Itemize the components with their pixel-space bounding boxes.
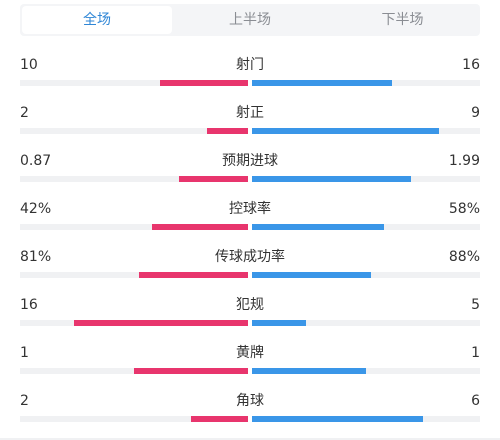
- home-bar: [206, 128, 248, 134]
- away-bar: [252, 128, 439, 134]
- home-bar-track: [20, 224, 248, 230]
- away-value: 16: [462, 57, 480, 73]
- home-bar-track: [20, 80, 248, 86]
- home-value: 81%: [20, 249, 52, 265]
- stat-row: 2 角球 6: [0, 392, 500, 440]
- home-bar: [178, 176, 248, 182]
- away-value: 6: [471, 393, 480, 409]
- home-bar: [138, 272, 248, 278]
- home-bar: [152, 224, 248, 230]
- home-bar: [160, 80, 248, 86]
- stat-row: 16 犯规 5: [0, 296, 500, 344]
- tab-first-half[interactable]: 上半场: [229, 12, 271, 28]
- stat-label: 预期进球: [222, 153, 278, 169]
- home-bar: [191, 416, 248, 422]
- tab-full-match[interactable]: 全场: [22, 6, 172, 34]
- home-bar-track: [20, 368, 248, 374]
- home-value: 0.87: [20, 153, 52, 169]
- stat-label: 角球: [236, 393, 264, 409]
- away-bar-track: [252, 416, 480, 422]
- home-value: 1: [20, 345, 29, 361]
- home-value: 10: [20, 57, 38, 73]
- home-bar: [134, 368, 248, 374]
- away-value: 9: [471, 105, 480, 121]
- stat-label: 控球率: [229, 201, 271, 217]
- home-bar-track: [20, 176, 248, 182]
- stat-row: 1 黄牌 1: [0, 344, 500, 392]
- home-value: 2: [20, 393, 29, 409]
- home-value: 42%: [20, 201, 52, 217]
- stat-label: 黄牌: [236, 345, 264, 361]
- away-bar: [252, 416, 423, 422]
- home-value: 16: [20, 297, 38, 313]
- home-bar: [74, 320, 248, 326]
- away-bar-track: [252, 368, 480, 374]
- away-value: 58%: [448, 201, 480, 217]
- away-value: 1: [471, 345, 480, 361]
- stat-label: 射正: [236, 105, 264, 121]
- stat-label: 射门: [236, 57, 264, 73]
- away-bar: [252, 176, 411, 182]
- away-bar-track: [252, 224, 480, 230]
- away-bar-track: [252, 80, 480, 86]
- stat-row: 0.87 预期进球 1.99: [0, 152, 500, 200]
- away-bar: [252, 80, 393, 86]
- stat-row: 2 射正 9: [0, 104, 500, 152]
- away-bar: [252, 224, 385, 230]
- away-bar-track: [252, 128, 480, 134]
- stat-label: 犯规: [236, 297, 264, 313]
- away-bar-track: [252, 272, 480, 278]
- away-bar: [252, 368, 366, 374]
- home-bar-track: [20, 320, 248, 326]
- away-value: 88%: [448, 249, 480, 265]
- home-bar-track: [20, 128, 248, 134]
- away-bar: [252, 320, 307, 326]
- away-value: 5: [471, 297, 480, 313]
- stat-row: 42% 控球率 58%: [0, 200, 500, 248]
- home-bar-track: [20, 416, 248, 422]
- stat-row: 10 射门 16: [0, 56, 500, 104]
- away-bar-track: [252, 320, 480, 326]
- period-tabs: 全场 上半场 下半场: [20, 4, 480, 36]
- tab-second-half[interactable]: 下半场: [381, 12, 424, 28]
- stat-label: 传球成功率: [215, 249, 285, 265]
- home-bar-track: [20, 272, 248, 278]
- away-value: 1.99: [448, 153, 480, 169]
- bottom-divider: [0, 438, 500, 440]
- away-bar-track: [252, 176, 480, 182]
- home-value: 2: [20, 105, 29, 121]
- away-bar: [252, 272, 371, 278]
- stat-row: 81% 传球成功率 88%: [0, 248, 500, 296]
